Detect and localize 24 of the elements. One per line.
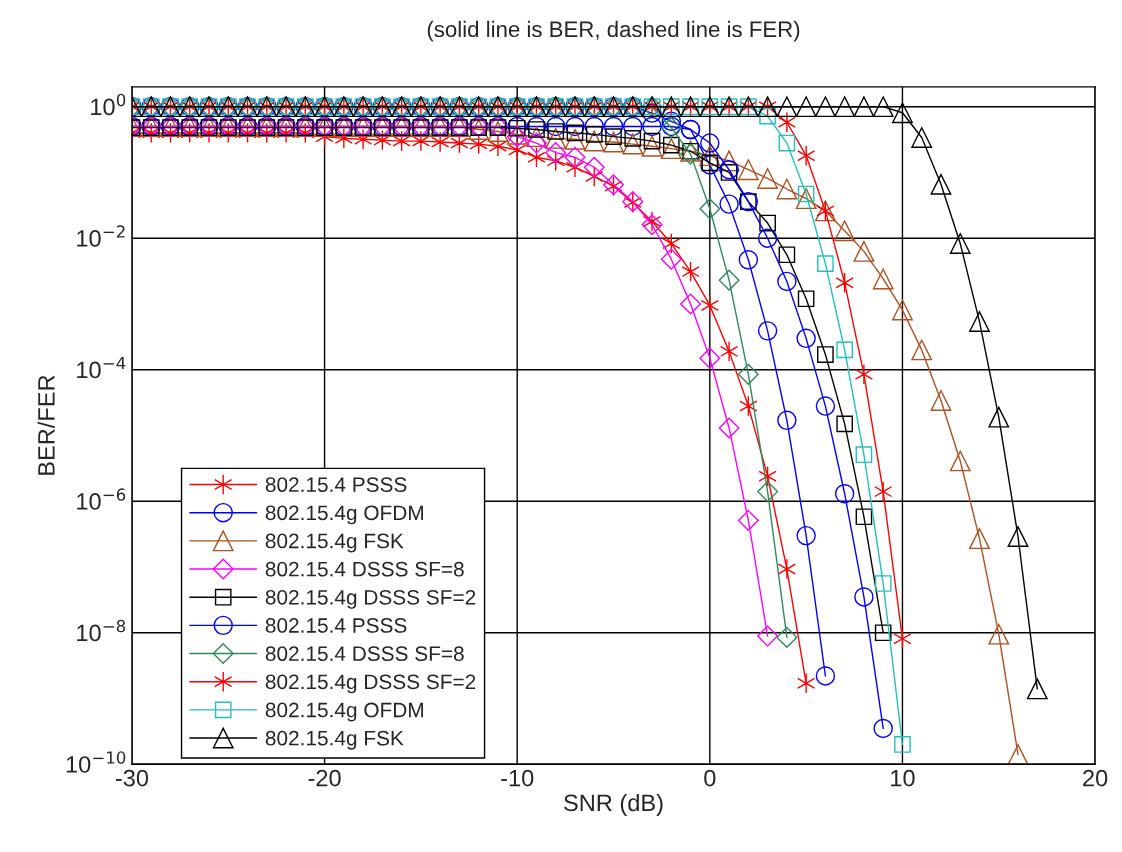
legend-label: 802.15.4g OFDM [265, 505, 423, 525]
y-axis-title: BER/FER [37, 375, 55, 475]
y-tick-label: 10$^{−8}$ [77, 619, 126, 642]
chart-title: (solid line is BER, dashed line is FER) [427, 20, 800, 42]
y-tick-label: 10$^{−2}$ [77, 225, 125, 247]
x-tick-label: 10 [891, 769, 915, 787]
x-tick-label: -20 [308, 769, 341, 787]
x-tick-label: 20 [1083, 769, 1108, 787]
y-tick-label: 10$^{−6}$ [77, 488, 126, 510]
x-tick-label: -10 [501, 769, 534, 787]
legend-label: 802.15.4g FSK [265, 730, 404, 750]
legend-label: 802.15.4 PSSS [265, 618, 407, 633]
legend-label: 802.15.4 DSSS SF=8 [265, 561, 464, 577]
x-axis-title: SNR (dB) [564, 793, 663, 816]
legend-label: 802.15.4 DSSS SF=8 [265, 646, 464, 662]
x-tick-label: 0 [704, 769, 716, 787]
x-tick-label: -30 [115, 769, 149, 787]
y-tick-label: 10$^{−4}$ [77, 357, 126, 379]
legend-label: 802.15.4 PSSS [265, 477, 407, 493]
legend-label: 802.15.4g DSSS SF=2 [265, 589, 476, 609]
legend-label: 802.15.4g DSSS SF=2 [265, 674, 476, 694]
y-tick-label: 10$^{0}$ [91, 93, 126, 116]
legend-label: 802.15.4g FSK [265, 533, 404, 553]
legend-label: 802.15.4g OFDM [265, 702, 423, 722]
